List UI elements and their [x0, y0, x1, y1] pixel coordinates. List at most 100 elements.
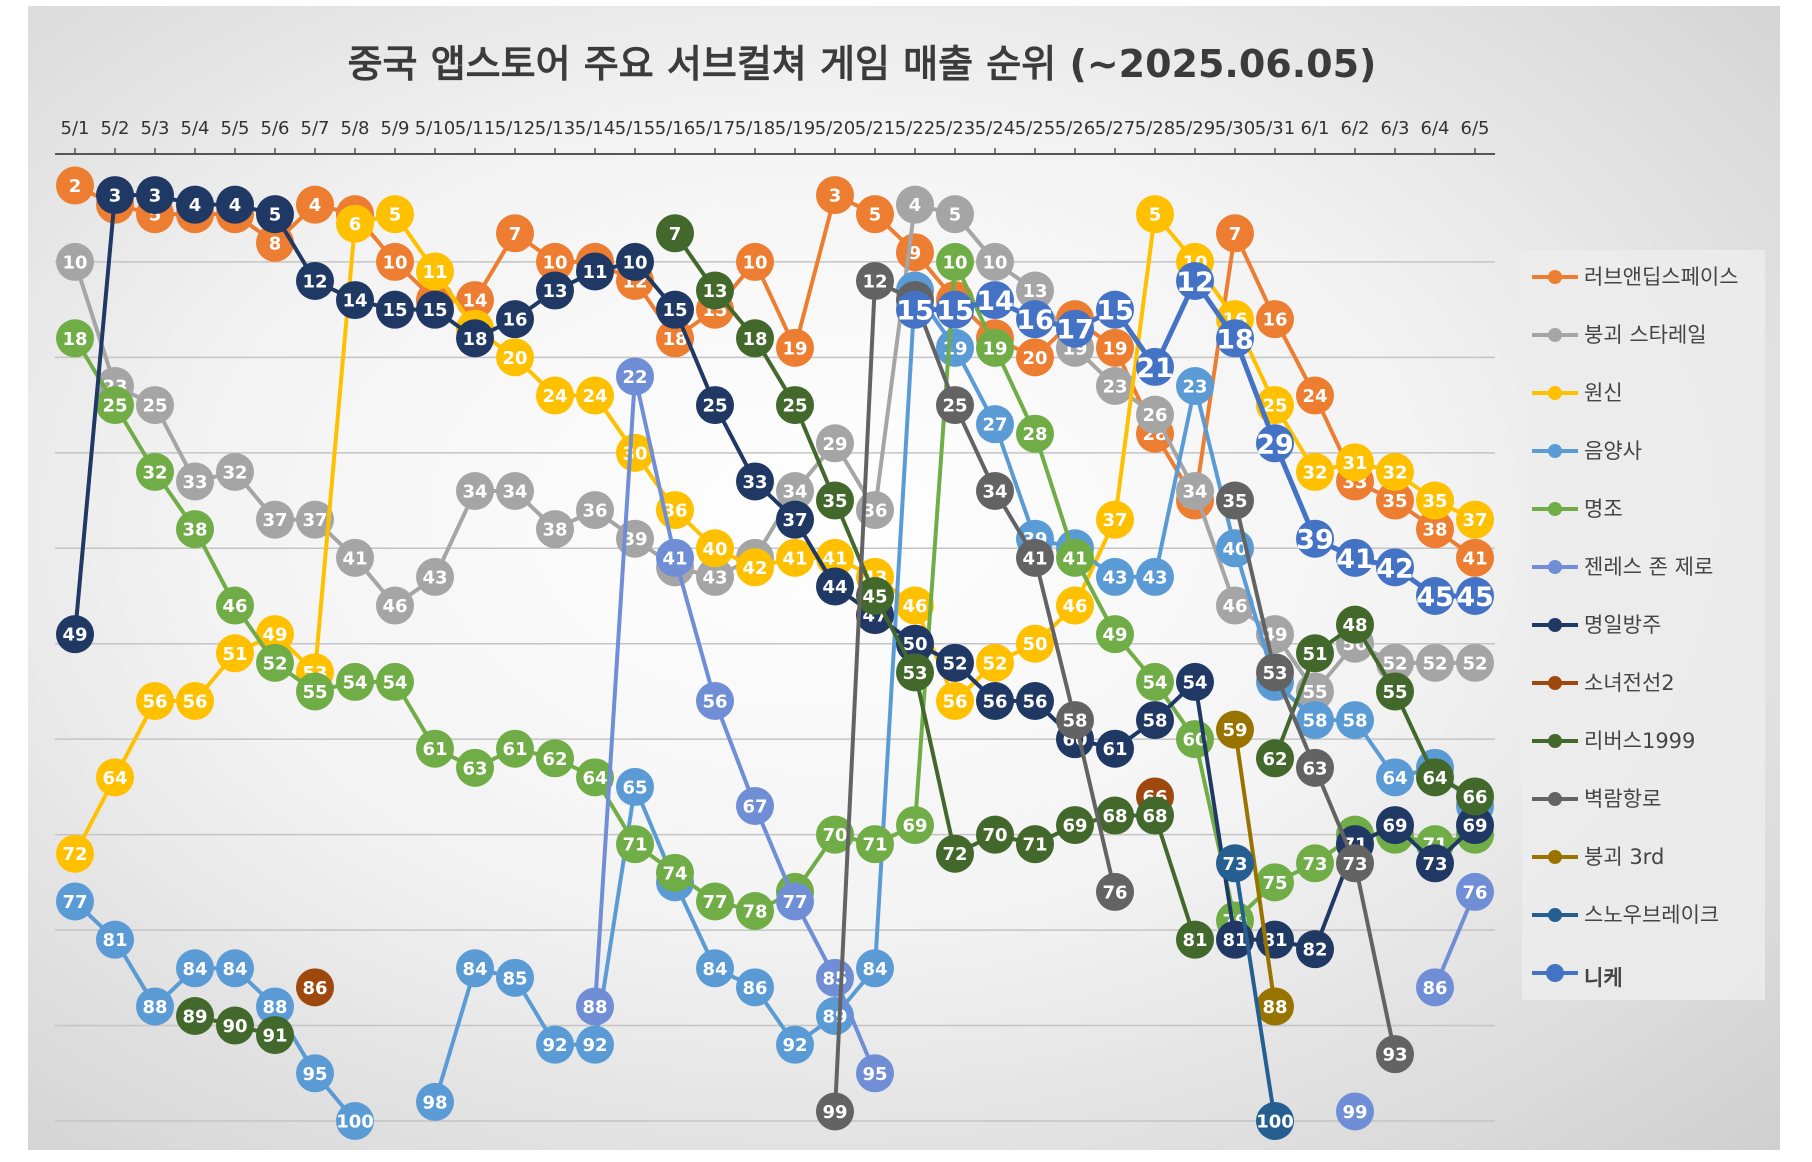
data-point [1376, 481, 1414, 520]
data-label: 5 [949, 205, 962, 226]
data-label: 81 [1222, 930, 1247, 951]
data-label: 33 [182, 472, 207, 493]
legend-entry: 명조 [1584, 497, 1623, 521]
data-point [936, 328, 974, 367]
data-point [296, 1054, 334, 1093]
data-label: 73 [1302, 854, 1327, 875]
data-label: 14 [462, 291, 487, 312]
data-point [1296, 844, 1334, 883]
data-point [96, 176, 134, 215]
legend-marker [1548, 850, 1562, 864]
data-label: 34 [1182, 482, 1207, 503]
data-label: 54 [1182, 672, 1207, 693]
data-label: 51 [1302, 644, 1327, 665]
data-point [216, 586, 254, 625]
series-소녀전선2: 8666 [296, 777, 1174, 1007]
data-label: 50 [902, 634, 927, 655]
data-point [56, 615, 94, 654]
x-axis-ticks: 5/1 5/2 5/3 5/4 5/5 5/6 5/7 5/8 5/9 5/10 5/11 5/12 5… [61, 118, 1489, 154]
data-label: 72 [62, 844, 87, 865]
data-point [56, 882, 94, 921]
data-point [1296, 452, 1334, 491]
data-label: 26 [1142, 405, 1167, 426]
data-label: 75 [1262, 873, 1287, 894]
data-label: 100 [336, 1112, 374, 1133]
data-label: 15 [662, 300, 687, 321]
data-label: 36 [662, 501, 687, 522]
data-label: 85 [502, 968, 527, 989]
data-point [1016, 825, 1054, 864]
data-label: 18 [1216, 324, 1254, 355]
legend-marker [1548, 618, 1562, 632]
data-point [816, 815, 854, 854]
legend-marker [1548, 734, 1562, 748]
data-label: 5 [1149, 205, 1162, 226]
data-point [1216, 586, 1254, 625]
data-point [736, 462, 774, 501]
data-point [56, 834, 94, 873]
data-label: 41 [782, 548, 807, 569]
data-label: 62 [542, 749, 567, 770]
data-label: 46 [382, 596, 407, 617]
data-label: 56 [182, 692, 207, 713]
data-label: 95 [862, 1064, 887, 1085]
data-label: 77 [702, 892, 727, 913]
data-label: 15 [382, 300, 407, 321]
data-label: 86 [302, 978, 327, 999]
data-point [256, 615, 294, 654]
data-point [456, 748, 494, 787]
data-label: 35 [822, 491, 847, 512]
data-point [776, 538, 814, 577]
legend-entry: 러브앤딥스페이스 [1584, 265, 1739, 289]
data-point [696, 882, 734, 921]
data-point [256, 1016, 294, 1055]
data-label: 10 [942, 252, 967, 273]
data-label: 85 [822, 968, 847, 989]
data-point [1056, 701, 1094, 740]
series-line [1233, 729, 1277, 1007]
legend-entry: 리버스1999 [1584, 729, 1695, 753]
data-label: 8 [269, 233, 282, 254]
data-label: 32 [1382, 462, 1407, 483]
chart-title: 중국 앱스토어 주요 서브컬쳐 게임 매출 순위 (~2025.06.05) [348, 42, 1377, 86]
data-label: 4 [229, 195, 242, 216]
x-tick-label: 5/21 [855, 118, 895, 139]
data-label: 18 [462, 329, 487, 350]
data-label: 88 [142, 997, 167, 1018]
data-label: 62 [1262, 749, 1287, 770]
data-label: 29 [822, 434, 847, 455]
data-point [896, 586, 934, 625]
data-point [1096, 729, 1134, 768]
data-point [1136, 195, 1174, 234]
data-point [376, 662, 414, 701]
data-point [1136, 395, 1174, 434]
data-label: 67 [742, 797, 767, 818]
data-label: 12 [1176, 267, 1214, 298]
x-tick-label: 5/17 [695, 118, 735, 139]
data-point [1296, 634, 1334, 673]
data-point [296, 185, 334, 224]
data-point [1376, 1035, 1414, 1074]
data-point [1176, 472, 1214, 510]
data-point [736, 968, 774, 1007]
data-point [936, 290, 974, 329]
data-point [776, 1025, 814, 1064]
data-label: 58 [1142, 711, 1167, 732]
data-point [456, 319, 494, 358]
data-point [736, 548, 774, 587]
data-point [176, 185, 214, 224]
data-point [1336, 701, 1374, 740]
data-point [816, 481, 854, 520]
data-label: 30 [622, 443, 647, 464]
data-point [1456, 643, 1494, 682]
data-label: 29 [1256, 429, 1294, 460]
data-point [536, 739, 574, 778]
data-point [1096, 796, 1134, 835]
data-label: 63 [1302, 758, 1327, 779]
legend-marker [1548, 908, 1562, 922]
data-label: 15 [1096, 296, 1134, 327]
data-label: 7 [669, 224, 682, 245]
data-label: 21 [1136, 353, 1174, 384]
data-label: 49 [1102, 625, 1127, 646]
data-point [496, 300, 534, 339]
